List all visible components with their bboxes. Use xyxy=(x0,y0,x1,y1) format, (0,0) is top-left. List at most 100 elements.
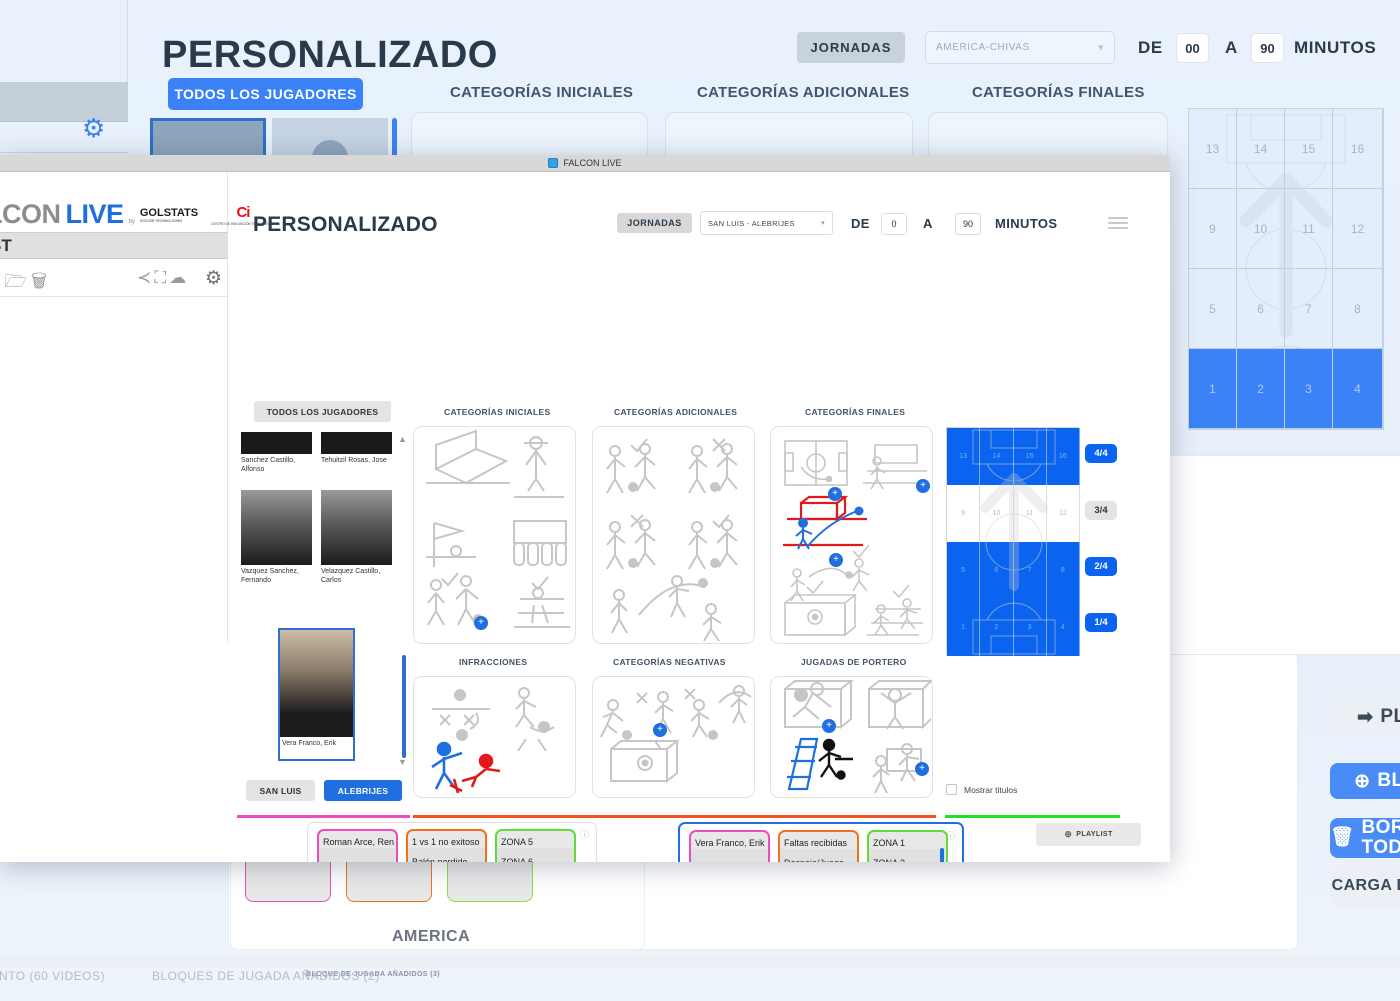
bg-min-input[interactable]: 00 xyxy=(1176,33,1209,63)
play-block-2[interactable]: ⓘ Vera Franco, Erik ‹ › Faltas recibidas… xyxy=(678,822,964,862)
bg-zone-13[interactable]: 13 xyxy=(1189,109,1237,189)
player-card-0[interactable]: Sanchez Castillo, Alfonso xyxy=(241,432,315,475)
zone-2[interactable]: 2 xyxy=(980,599,1014,656)
add-badge-icon[interactable]: + xyxy=(915,762,929,776)
zone-13[interactable]: 13 xyxy=(947,428,981,485)
show-titles-row[interactable]: Mostrar titulos xyxy=(946,784,1017,795)
bg-zone-10[interactable]: 10 xyxy=(1237,189,1285,269)
add-badge-icon[interactable]: + xyxy=(916,479,930,493)
show-titles-checkbox[interactable] xyxy=(946,784,957,795)
bg-zone-1[interactable]: 1 xyxy=(1189,349,1237,429)
add-badge-icon[interactable]: + xyxy=(822,719,836,733)
catbox-negativas[interactable]: + xyxy=(592,676,755,798)
bg-tab-categorias-iniciales[interactable]: CATEGORÍAS INICIALES xyxy=(450,84,634,101)
trash-icon[interactable]: 🗑 xyxy=(30,271,52,291)
window-titlebar[interactable]: FALCON LIVE xyxy=(0,155,1170,172)
pitch-grid[interactable]: 13 14 15 16 9 10 11 12 5 6 7 8 1 2 3 4 xyxy=(946,427,1080,656)
bg-tab-todos-los-jugadores[interactable]: TODOS LOS JUGADORES xyxy=(168,78,363,110)
catbox-infracciones[interactable] xyxy=(413,676,576,798)
bg-zone-2[interactable]: 2 xyxy=(1237,349,1285,429)
bg-pitch-grid[interactable]: 13 14 15 16 9 10 11 12 5 6 7 8 1 2 3 4 xyxy=(1188,108,1384,430)
copy-icon[interactable]: 🗋 xyxy=(0,271,4,291)
zone-8[interactable]: 8 xyxy=(1046,542,1080,599)
zone-16[interactable]: 16 xyxy=(1046,428,1080,485)
player-card-1[interactable]: Tehuitzil Rosas, Jose xyxy=(321,432,395,466)
add-badge-icon[interactable]: + xyxy=(829,553,843,567)
zone-5[interactable]: 5 xyxy=(947,542,981,599)
block1-players-column[interactable]: Roman Arce, Ren ‹ › xyxy=(317,829,398,862)
zone-15[interactable]: 15 xyxy=(1013,428,1047,485)
block1-events-column[interactable]: 1 vs 1 no exitoso Balón perdido ‹ › xyxy=(406,829,487,862)
players-scroll-up-icon[interactable]: ▲ xyxy=(398,434,407,444)
hamburger-menu-icon[interactable] xyxy=(1108,214,1128,232)
jornadas-button[interactable]: JORNADAS xyxy=(617,213,692,233)
player-card-3[interactable]: Velazquez Castillo, Carlos xyxy=(321,490,395,586)
bg-borrar-todo-button[interactable]: 🗑 BORR TOD xyxy=(1330,818,1400,858)
bg-zone-4[interactable]: 4 xyxy=(1333,349,1383,429)
block2-zones-column[interactable]: ZONA 1 ZONA 2 ZONA 3 ZONA 4 ZONA 5 ZONA … xyxy=(867,830,948,862)
zone-3[interactable]: 3 xyxy=(1013,599,1047,656)
quarter-badge-3-4[interactable]: 3/4 xyxy=(1085,501,1117,520)
close-icon[interactable]: ⓘ xyxy=(579,830,589,840)
quarter-badge-4-4[interactable]: 4/4 xyxy=(1085,444,1117,463)
bg-zone-11[interactable]: 11 xyxy=(1285,189,1333,269)
zone-11[interactable]: 11 xyxy=(1013,485,1047,542)
zone-14[interactable]: 14 xyxy=(980,428,1014,485)
add-badge-icon[interactable]: + xyxy=(828,487,842,501)
catbox-portero[interactable]: + + xyxy=(770,676,934,798)
bg-zone-16[interactable]: 16 xyxy=(1333,109,1383,189)
tab-categorias-iniciales[interactable]: CATEGORÍAS INICIALES xyxy=(444,407,551,417)
bg-zone-15[interactable]: 15 xyxy=(1285,109,1333,189)
tab-todos-los-jugadores[interactable]: TODOS LOS JUGADORES xyxy=(254,401,391,422)
zone-4[interactable]: 4 xyxy=(1046,599,1080,656)
bg-players-scrollbar[interactable] xyxy=(392,118,397,188)
bg-playlist-button[interactable]: ➡ PLAY xyxy=(1330,700,1400,734)
bg-zone-3[interactable]: 3 xyxy=(1285,349,1333,429)
bg-tab-categorias-adicionales[interactable]: CATEGORÍAS ADICIONALES xyxy=(697,84,910,101)
share-icon[interactable]: ≺ xyxy=(137,268,155,287)
bg-jornadas-button[interactable]: JORNADAS xyxy=(797,32,905,63)
gear-icon[interactable]: ⚙ xyxy=(205,268,223,289)
zone-1[interactable]: 1 xyxy=(947,599,981,656)
bg-america-chip-2[interactable] xyxy=(346,854,432,902)
min-input[interactable]: 0 xyxy=(881,213,907,235)
bg-zone-8[interactable]: 8 xyxy=(1333,269,1383,349)
bg-match-select[interactable]: AMERICA-CHIVAS ▾ xyxy=(925,31,1115,64)
bg-america-chip-1[interactable] xyxy=(245,854,331,902)
zone-12[interactable]: 12 xyxy=(1046,485,1080,542)
block2-players-column[interactable]: Vera Franco, Erik ‹ › xyxy=(689,830,770,862)
bg-zone-6[interactable]: 6 xyxy=(1237,269,1285,349)
catbox-iniciales[interactable]: + xyxy=(413,426,576,644)
player-card-selected[interactable]: Vera Franco, Erik xyxy=(278,628,355,761)
block1-zones-column[interactable]: ZONA 5 ZONA 6 ZONA 7 ZONA 8 ZONA 13 ZONA… xyxy=(495,829,576,862)
bg-tab-categorias-finales[interactable]: CATEGORÍAS FINALES xyxy=(972,84,1145,101)
zone-7[interactable]: 7 xyxy=(1013,542,1047,599)
max-input[interactable]: 90 xyxy=(955,213,981,235)
gear-icon[interactable]: ⚙ xyxy=(82,113,106,143)
quarter-badge-1-4[interactable]: 1/4 xyxy=(1085,613,1117,632)
quarter-badge-2-4[interactable]: 2/4 xyxy=(1085,557,1117,576)
falcon-live-window[interactable]: FALCON LIVE ▶LCON LIVE by GOLSTATS SOCCE… xyxy=(0,155,1170,862)
playlist-left-icons[interactable]: 🗋🗁🗑 xyxy=(0,269,51,299)
tab-categorias-finales[interactable]: CATEGORÍAS FINALES xyxy=(805,407,906,417)
players-scrollbar[interactable] xyxy=(402,655,406,758)
bg-zone-5[interactable]: 5 xyxy=(1189,269,1237,349)
zone-6[interactable]: 6 xyxy=(980,542,1014,599)
play-block-1[interactable]: ⓘ Roman Arce, Ren ‹ › 1 vs 1 no exitoso … xyxy=(307,822,597,862)
bg-zone-7[interactable]: 7 xyxy=(1285,269,1333,349)
bg-zone-14[interactable]: 14 xyxy=(1237,109,1285,189)
catbox-adicionales[interactable] xyxy=(592,426,755,644)
bg-bloque-button[interactable]: ⊕ BLOQ xyxy=(1330,763,1400,799)
close-icon[interactable]: ⓘ xyxy=(945,831,955,841)
video-icon[interactable]: ⛶ xyxy=(154,268,170,287)
team-button-san-luis[interactable]: SAN LUIS xyxy=(246,780,315,801)
playlist-button[interactable]: ⊕ PLAYLIST xyxy=(1036,823,1141,846)
catbox-finales[interactable]: + + + xyxy=(770,426,933,644)
bg-cargar-busqueda-button[interactable]: CARGA BUSQU xyxy=(1330,866,1400,906)
bg-max-input[interactable]: 90 xyxy=(1251,33,1284,63)
zone-9[interactable]: 9 xyxy=(947,485,981,542)
tab-categorias-adicionales[interactable]: CATEGORÍAS ADICIONALES xyxy=(614,407,738,417)
bg-zone-12[interactable]: 12 xyxy=(1333,189,1383,269)
add-badge-icon[interactable]: + xyxy=(653,723,667,737)
zone-10[interactable]: 10 xyxy=(980,485,1014,542)
